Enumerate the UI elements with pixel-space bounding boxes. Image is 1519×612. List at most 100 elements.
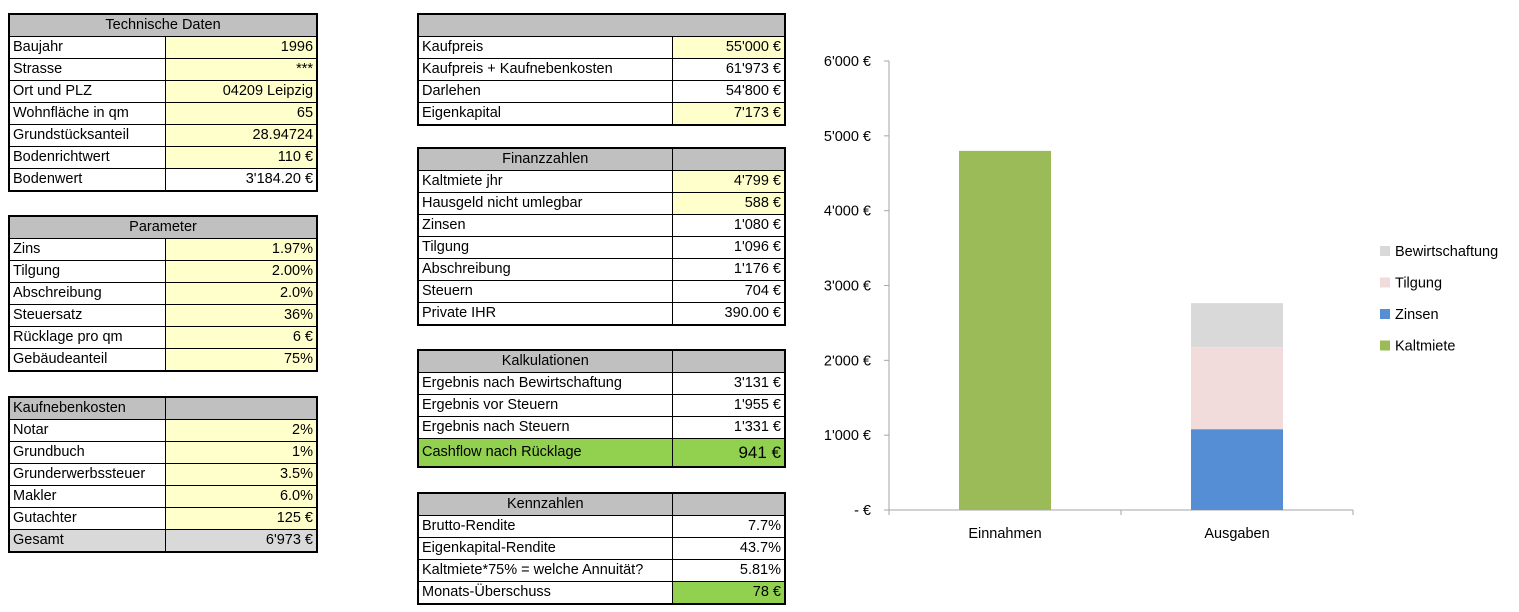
table-row: Hausgeld nicht umlegbar 588 € <box>417 192 786 215</box>
table-row: Steuern 704 € <box>417 280 786 303</box>
value-steuern: 704 € <box>671 280 786 303</box>
input-ort-plz[interactable]: 04209 Leipzig <box>164 80 318 103</box>
input-gutachter[interactable]: 125 € <box>164 507 318 530</box>
legend-swatch-zinsen <box>1380 309 1390 319</box>
label-kaltmiete: Kaltmiete jhr <box>417 170 673 193</box>
bar-bewirtschaftung-ausgaben <box>1191 303 1283 348</box>
input-notar[interactable]: 2% <box>164 419 318 442</box>
table-row: Gutachter 125 € <box>8 507 318 530</box>
input-grunderwerbssteuer[interactable]: 3.5% <box>164 463 318 486</box>
input-kaltmiete[interactable]: 4'799 € <box>671 170 786 193</box>
label-private-ihr: Private IHR <box>417 302 673 326</box>
bar-tilgung-ausgaben <box>1191 347 1283 430</box>
input-steuersatz[interactable]: 36% <box>164 304 318 327</box>
y-tick-label: 3'000 € <box>824 279 871 295</box>
table-row: Eigenkapital-Rendite 43.7% <box>417 537 786 560</box>
kalkulationen-table: Kalkulationen Ergebnis nach Bewirtschaft… <box>417 349 786 468</box>
legend-swatch-kaltmiete <box>1380 340 1390 351</box>
kennzahlen-table: Kennzahlen Brutto-Rendite 7.7% Eigenkapit… <box>417 492 786 605</box>
input-ruecklage[interactable]: 6 € <box>164 326 318 349</box>
kalkulationen-title-blank <box>671 349 786 373</box>
x-tick-label: Ausgaben <box>1204 526 1269 542</box>
label-kaufpreis: Kaufpreis <box>417 36 673 59</box>
input-bodenrichtwert[interactable]: 110 € <box>164 146 318 169</box>
technische-daten-title: Technische Daten <box>8 13 318 37</box>
input-wohnflaeche[interactable]: 65 <box>164 102 318 125</box>
table-row: Makler 6.0% <box>8 485 318 508</box>
value-cashflow: 941 € <box>671 438 786 468</box>
input-kaufpreis[interactable]: 55'000 € <box>671 36 786 59</box>
value-ergebnis-bewirtschaftung: 3'131 € <box>671 372 786 395</box>
input-tilgung[interactable]: 2.00% <box>164 260 318 283</box>
value-monats-ueberschuss: 78 € <box>671 581 786 605</box>
input-makler[interactable]: 6.0% <box>164 485 318 508</box>
table-row: Eigenkapital 7'173 € <box>417 102 786 126</box>
input-abschreibung[interactable]: 2.0% <box>164 282 318 305</box>
input-zins[interactable]: 1.97% <box>164 238 318 261</box>
table-row: Ergebnis nach Steuern 1'331 € <box>417 416 786 439</box>
y-tick-label: 6'000 € <box>824 54 871 70</box>
label-gutachter: Gutachter <box>8 507 166 530</box>
table-row: Private IHR 390.00 € <box>417 302 786 326</box>
label-steuersatz: Steuersatz <box>8 304 166 327</box>
table-row: Abschreibung 1'176 € <box>417 258 786 281</box>
table-row: Ort und PLZ 04209 Leipzig <box>8 80 318 103</box>
table-row: Notar 2% <box>8 419 318 442</box>
stacked-bar-chart: - € 1'000 € 2'000 € 3'000 € 4'000 € 5'000 € 6'… <box>824 54 1498 542</box>
table-row: Ergebnis vor Steuern 1'955 € <box>417 394 786 417</box>
value-ergebnis-vor-steuern: 1'955 € <box>671 394 786 417</box>
table-row: Bodenwert 3'184.20 € <box>8 168 318 192</box>
table-row: Strasse *** <box>8 58 318 81</box>
input-hausgeld[interactable]: 588 € <box>671 192 786 215</box>
label-makler: Makler <box>8 485 166 508</box>
input-grundstuecksanteil[interactable]: 28.94724 <box>164 124 318 147</box>
value-darlehen: 54'800 € <box>671 80 786 103</box>
input-eigenkapital[interactable]: 7'173 € <box>671 102 786 126</box>
label-ergebnis-bewirtschaftung: Ergebnis nach Bewirtschaftung <box>417 372 673 395</box>
value-bodenwert: 3'184.20 € <box>164 168 318 192</box>
legend-label-bewirtschaftung: Bewirtschaftung <box>1395 244 1498 260</box>
bar-zinsen-ausgaben <box>1191 429 1283 510</box>
label-brutto-rendite: Brutto-Rendite <box>417 515 673 538</box>
label-ergebnis-vor-steuern: Ergebnis vor Steuern <box>417 394 673 417</box>
table-row: Rücklage pro qm 6 € <box>8 326 318 349</box>
legend-label-kaltmiete: Kaltmiete <box>1395 339 1455 355</box>
table-row: Monats-Überschuss 78 € <box>417 581 786 605</box>
input-strasse[interactable]: *** <box>164 58 318 81</box>
label-strasse: Strasse <box>8 58 166 81</box>
label-gebaeudeanteil: Gebäudeanteil <box>8 348 166 372</box>
input-baujahr[interactable]: 1996 <box>164 36 318 59</box>
parameter-table: Parameter Zins 1.97% Tilgung 2.00% Abschre… <box>8 215 319 372</box>
label-tilgung: Tilgung <box>8 260 166 283</box>
table-row: Steuersatz 36% <box>8 304 318 327</box>
table-row: Grunderwerbssteuer 3.5% <box>8 463 318 486</box>
legend-label-tilgung: Tilgung <box>1395 276 1442 292</box>
table-row: Cashflow nach Rücklage 941 € <box>417 438 786 468</box>
kaufpreis-table: Kaufpreis 55'000 € Kaufpreis + Kaufnebenk… <box>417 13 786 126</box>
finanzzahlen-title: Finanzzahlen <box>417 147 673 171</box>
y-tick-label: 1'000 € <box>824 428 871 444</box>
input-gebaeudeanteil[interactable]: 75% <box>164 348 318 372</box>
table-row: Tilgung 1'096 € <box>417 236 786 259</box>
label-abschreibung: Abschreibung <box>8 282 166 305</box>
label-annuitaet: Kaltmiete*75% = welche Annuität? <box>417 559 673 582</box>
input-grundbuch[interactable]: 1% <box>164 441 318 464</box>
table-row: Gebäudeanteil 75% <box>8 348 318 372</box>
label-grundbuch: Grundbuch <box>8 441 166 464</box>
table-row-total: Gesamt 6'973 € <box>8 529 318 553</box>
label-ergebnis-nach-steuern: Ergebnis nach Steuern <box>417 416 673 439</box>
table-row: Baujahr 1996 <box>8 36 318 59</box>
label-darlehen: Darlehen <box>417 80 673 103</box>
label-baujahr: Baujahr <box>8 36 166 59</box>
label-bodenwert: Bodenwert <box>8 168 166 192</box>
label-grundstuecksanteil: Grundstücksanteil <box>8 124 166 147</box>
technische-daten-table: Technische Daten Baujahr 1996 Strasse *** … <box>8 13 319 192</box>
finanzzahlen-title-blank <box>671 147 786 171</box>
y-tick-label: 2'000 € <box>824 353 871 369</box>
value-eigenkapital-rendite: 43.7% <box>671 537 786 560</box>
table-row: Kaufpreis 55'000 € <box>417 36 786 59</box>
table-row: Grundbuch 1% <box>8 441 318 464</box>
value-abschreibung-fin: 1'176 € <box>671 258 786 281</box>
kaufnebenkosten-table: Kaufnebenkosten Notar 2% Grundbuch 1% Grun… <box>8 396 318 553</box>
label-eigenkapital-rendite: Eigenkapital-Rendite <box>417 537 673 560</box>
